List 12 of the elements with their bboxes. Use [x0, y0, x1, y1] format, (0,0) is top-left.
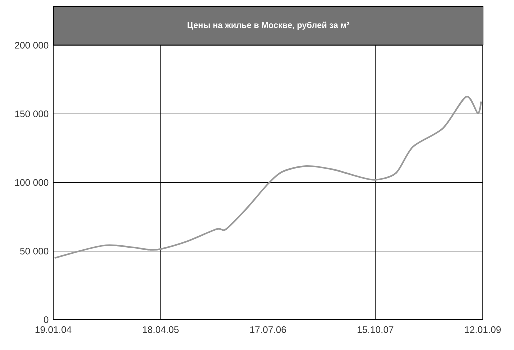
chart-title: Цены на жилье в Москве, рублей за м²: [188, 22, 350, 30]
y-tick-label: 100 000: [15, 179, 49, 186]
y-tick-label: 0: [44, 316, 49, 324]
x-tick-label: 12.01.09: [465, 326, 501, 334]
y-tick-label: 150 000: [15, 110, 49, 118]
x-tick-label: 17.07.06: [250, 326, 286, 334]
x-tick-label: 15.10.07: [358, 326, 394, 334]
x-tick-label: 19.01.04: [36, 326, 72, 334]
line-series: [54, 96, 482, 260]
x-tick-label: 18.04.05: [143, 326, 179, 334]
y-tick-label: 50 000: [20, 248, 49, 255]
y-tick-label: 200 000: [15, 42, 49, 49]
